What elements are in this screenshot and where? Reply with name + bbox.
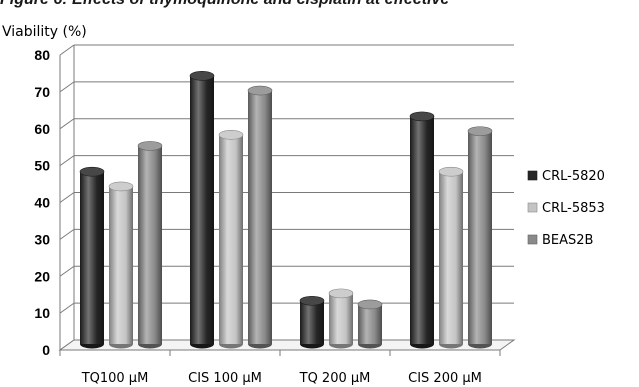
y-tick-labels: 0 10 20 30 40 50 60 70 80 [34, 47, 50, 358]
chart-floor [58, 339, 516, 351]
x-tick-label: TQ100 µM [81, 371, 149, 386]
legend: CRL-5820 CRL-5853 BEAS2B [527, 169, 605, 248]
y-tick-label: 80 [34, 47, 50, 63]
y-tick-label: 40 [34, 195, 50, 211]
y-tick-label: 10 [34, 305, 50, 321]
legend-item: CRL-5853 [527, 201, 605, 216]
bars [79, 71, 493, 349]
legend-swatch [527, 170, 538, 181]
bar [108, 181, 134, 349]
gridline-slant [59, 192, 75, 203]
legend-label: BEAS2B [542, 233, 593, 248]
gridline-slant [59, 44, 75, 56]
legend-swatch [527, 202, 538, 213]
y-axis-label: Viability (%) [2, 24, 87, 40]
gridline-slant [59, 302, 75, 314]
gridline-slant [59, 118, 75, 130]
gridline-slant [59, 155, 75, 167]
legend-item: BEAS2B [527, 233, 593, 248]
y-tick-label: 70 [34, 84, 50, 100]
bar [137, 141, 163, 349]
bar [357, 299, 383, 349]
y-tick-label: 50 [34, 158, 50, 174]
legend-label: CRL-5853 [542, 201, 605, 216]
bar [438, 166, 464, 349]
gridline-slant [59, 265, 75, 277]
bar [79, 166, 105, 349]
figure-title: Figure 6: Effects of thymoquinone and ci… [0, 0, 639, 9]
gridline-slant [59, 228, 75, 240]
bar [247, 85, 273, 349]
x-tick-label: CIS 100 µM [188, 371, 262, 386]
axes [58, 45, 516, 356]
bar [218, 130, 244, 349]
bar [189, 71, 215, 349]
bar [467, 126, 493, 349]
bar [328, 288, 354, 349]
y-tick-label: 30 [34, 231, 50, 247]
x-tick-labels: TQ100 µM CIS 100 µM TQ 200 µM CIS 200 µM [81, 371, 482, 386]
legend-swatch [527, 234, 538, 245]
y-tick-label: 0 [42, 342, 50, 358]
bar [299, 295, 325, 349]
legend-item: CRL-5820 [527, 169, 605, 184]
legend-label: CRL-5820 [542, 169, 605, 184]
y-tick-label: 60 [34, 121, 50, 137]
x-tick-label: TQ 200 µM [299, 371, 371, 386]
gridline-slant [59, 81, 75, 93]
y-tick-label: 20 [34, 268, 50, 284]
bar [409, 111, 435, 349]
x-tick-label: CIS 200 µM [408, 371, 482, 386]
